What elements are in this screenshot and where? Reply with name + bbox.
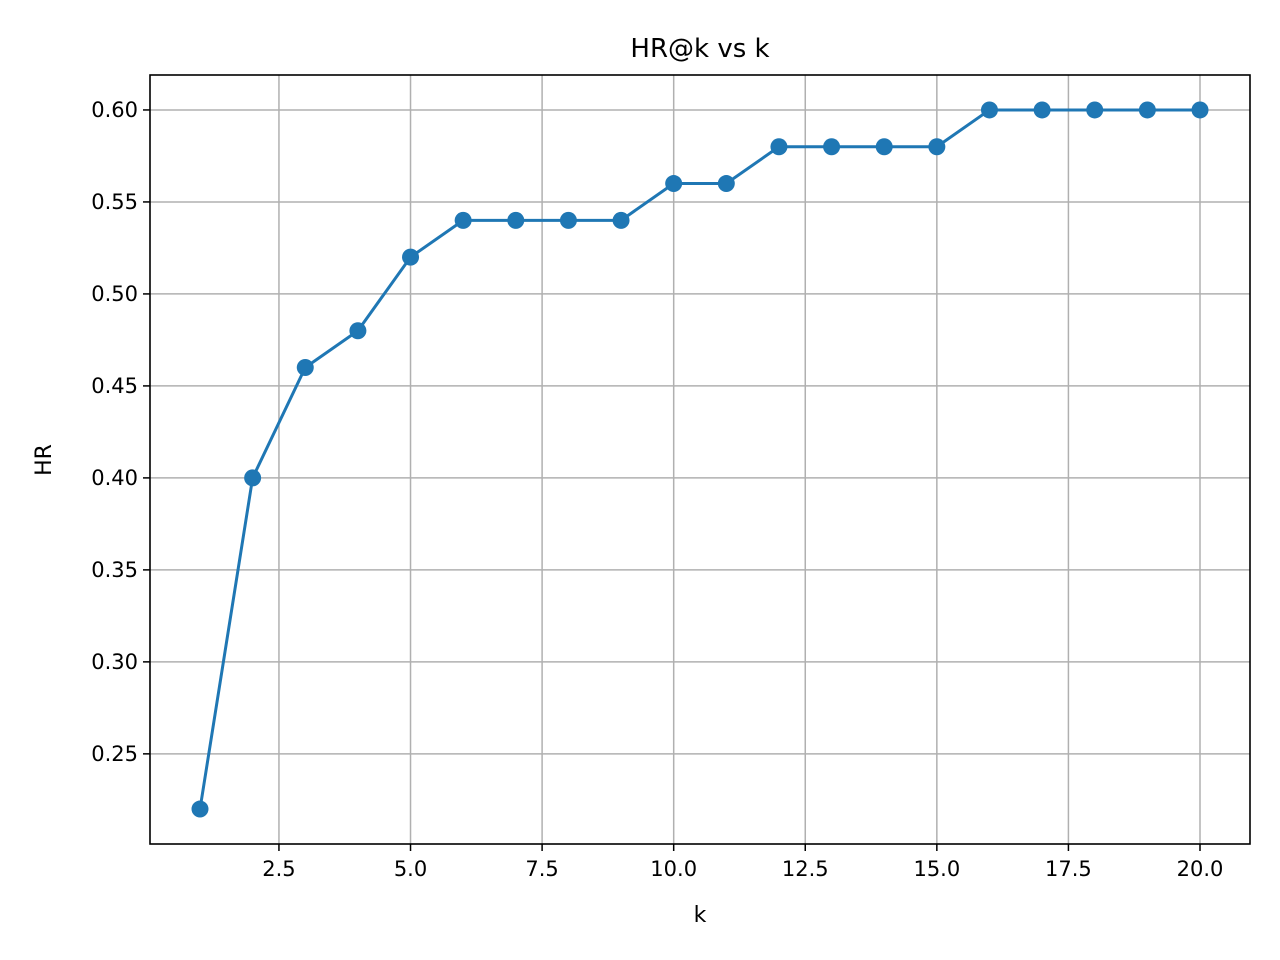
series-line — [198, 108, 1200, 810]
y-tick-label: 0.60 — [91, 98, 138, 122]
data-point — [1191, 101, 1209, 119]
data-point — [717, 175, 735, 193]
data-point — [244, 469, 262, 487]
data-point — [928, 138, 946, 156]
plot-area — [150, 75, 1250, 844]
data-point — [349, 322, 367, 340]
data-point — [454, 211, 472, 229]
data-point — [875, 138, 893, 156]
x-tick-label: 10.0 — [650, 857, 697, 881]
y-tick-label: 0.50 — [91, 282, 138, 306]
plot-frame — [149, 74, 1251, 845]
y-tick-label: 0.35 — [91, 558, 138, 582]
data-point — [665, 175, 683, 193]
x-tick-label: 5.0 — [394, 857, 427, 881]
data-point — [770, 138, 788, 156]
data-point — [612, 211, 630, 229]
data-point — [191, 800, 209, 818]
data-point — [823, 138, 841, 156]
data-point — [507, 211, 525, 229]
data-point — [1086, 101, 1104, 119]
y-tick-label: 0.25 — [91, 742, 138, 766]
y-tick-label: 0.45 — [91, 374, 138, 398]
data-point — [402, 248, 420, 266]
series-layer — [191, 101, 1209, 818]
data-point — [980, 101, 998, 119]
chart-title: HR@k vs k — [630, 34, 769, 64]
data-point — [296, 359, 314, 377]
y-axis-title: HR — [32, 444, 57, 476]
y-tick-label: 0.55 — [91, 190, 138, 214]
x-tick-label: 2.5 — [262, 857, 295, 881]
data-point — [1033, 101, 1051, 119]
x-axis-title: k — [694, 903, 707, 928]
x-tick-label: 7.5 — [525, 857, 558, 881]
y-tick-label: 0.40 — [91, 466, 138, 490]
x-tick-label: 12.5 — [782, 857, 829, 881]
data-point — [559, 211, 577, 229]
x-tick-label: 15.0 — [913, 857, 960, 881]
y-tick-label: 0.30 — [91, 650, 138, 674]
x-tick-label: 20.0 — [1177, 857, 1224, 881]
x-tick-label: 17.5 — [1045, 857, 1092, 881]
grid-layer — [150, 75, 1250, 844]
data-point — [1138, 101, 1156, 119]
tick-layer: 2.5 5.0 7.5 10.0 12.5 15.0 17.5 20.0 0.25 0.30 0.3… — [91, 98, 1223, 881]
